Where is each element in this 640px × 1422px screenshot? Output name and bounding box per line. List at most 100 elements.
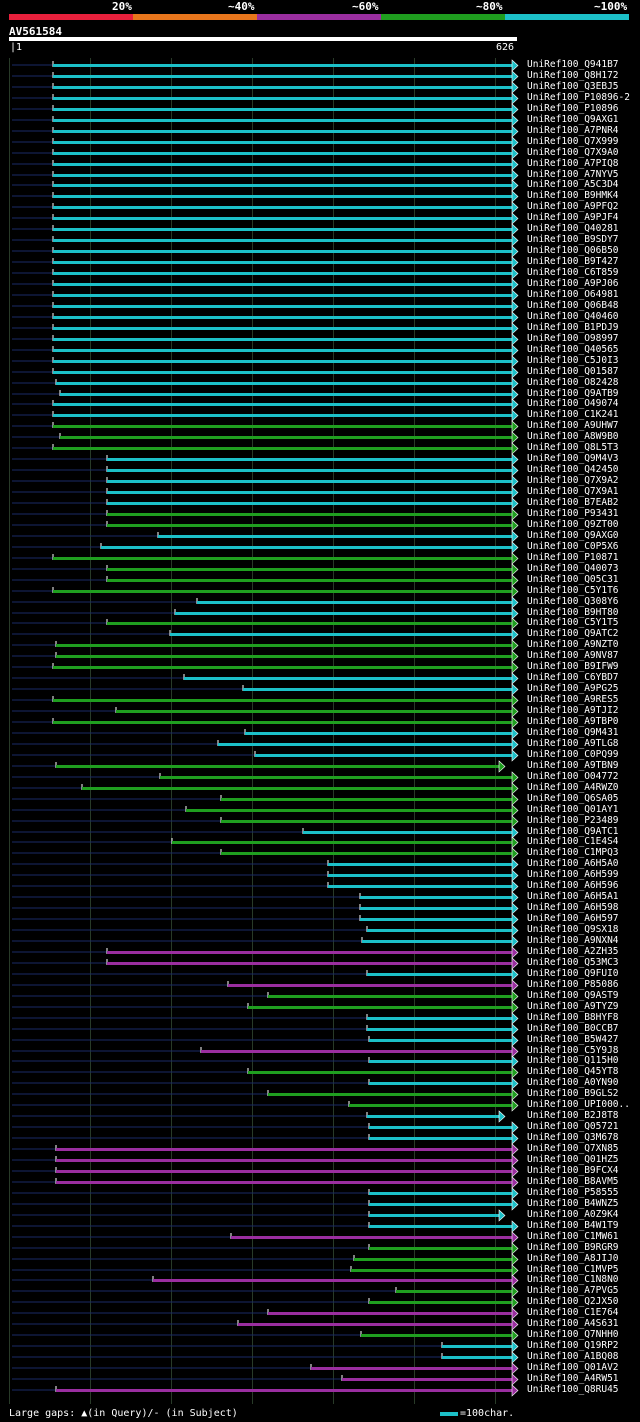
- hit-label[interactable]: UniRef100_C1MW61: [527, 1231, 619, 1242]
- hit-row[interactable]: [12, 355, 519, 368]
- hit-label[interactable]: UniRef100_B8HYF8: [527, 1012, 619, 1023]
- hit-row[interactable]: [12, 81, 519, 94]
- hit-label[interactable]: UniRef100_A9TBP0: [527, 716, 619, 727]
- hit-label[interactable]: UniRef100_P58555: [527, 1187, 619, 1198]
- hit-label[interactable]: UniRef100_Q01587: [527, 366, 619, 377]
- hit-label[interactable]: UniRef100_Q9ATC2: [527, 628, 619, 639]
- hit-label[interactable]: UniRef100_O49074: [527, 398, 619, 409]
- hit-row[interactable]: [12, 256, 519, 269]
- hit-label[interactable]: UniRef100_Q9FUI0: [527, 968, 619, 979]
- hit-label[interactable]: UniRef100_Q9AST9: [527, 990, 619, 1001]
- hit-row[interactable]: [12, 508, 519, 521]
- hit-label[interactable]: UniRef100_A9PFQ2: [527, 201, 619, 212]
- hit-label[interactable]: UniRef100_C1E4S4: [527, 836, 619, 847]
- hit-row[interactable]: [12, 158, 519, 171]
- hit-row[interactable]: [12, 968, 519, 981]
- hit-label[interactable]: UniRef100_B2J8T8: [527, 1110, 619, 1121]
- hit-label[interactable]: UniRef100_Q7X9A2: [527, 475, 619, 486]
- hit-label[interactable]: UniRef100_Q7X9A0: [527, 147, 619, 158]
- hit-row[interactable]: [12, 1384, 519, 1397]
- hit-label[interactable]: UniRef100_Q9ATB9: [527, 388, 619, 399]
- hit-label[interactable]: UniRef100_Q3EBJ5: [527, 81, 619, 92]
- hit-label[interactable]: UniRef100_C5Y1T5: [527, 617, 619, 628]
- hit-row[interactable]: [12, 519, 519, 532]
- hit-row[interactable]: [12, 114, 519, 127]
- hit-label[interactable]: UniRef100_P10871: [527, 552, 619, 563]
- hit-label[interactable]: UniRef100_Q8H172: [527, 70, 619, 81]
- hit-row[interactable]: [12, 59, 519, 72]
- hit-row[interactable]: [12, 661, 519, 674]
- hit-row[interactable]: [12, 1034, 519, 1047]
- hit-label[interactable]: UniRef100_C1E764: [527, 1307, 619, 1318]
- hit-row[interactable]: [12, 431, 519, 444]
- hit-label[interactable]: UniRef100_A7PVG5: [527, 1285, 619, 1296]
- hit-label[interactable]: UniRef100_A8JIJ0: [527, 1253, 619, 1264]
- hit-label[interactable]: UniRef100_Q9M4V3: [527, 453, 619, 464]
- hit-row[interactable]: [12, 1307, 519, 1320]
- hit-label[interactable]: UniRef100_A7PNR4: [527, 125, 619, 136]
- hit-row[interactable]: [12, 749, 519, 762]
- hit-row[interactable]: [12, 1253, 519, 1266]
- hit-label[interactable]: UniRef100_A6H598: [527, 902, 619, 913]
- hit-row[interactable]: [12, 650, 519, 663]
- hit-row[interactable]: [12, 683, 519, 696]
- hit-label[interactable]: UniRef100_Q06B48: [527, 300, 619, 311]
- hit-row[interactable]: [12, 552, 519, 565]
- hit-label[interactable]: UniRef100_Q308Y6: [527, 596, 619, 607]
- hit-row[interactable]: [12, 858, 519, 871]
- hit-label[interactable]: UniRef100_O82428: [527, 377, 619, 388]
- hit-label[interactable]: UniRef100_C0PQ99: [527, 749, 619, 760]
- hit-row[interactable]: [12, 300, 519, 313]
- hit-row[interactable]: [12, 409, 519, 422]
- hit-label[interactable]: UniRef100_B4WNZ5: [527, 1198, 619, 1209]
- hit-label[interactable]: UniRef100_B5W427: [527, 1034, 619, 1045]
- hit-label[interactable]: UniRef100_Q40565: [527, 344, 619, 355]
- hit-row[interactable]: [12, 628, 519, 641]
- hit-label[interactable]: UniRef100_Q9ZT00: [527, 519, 619, 530]
- hit-row[interactable]: [12, 607, 519, 620]
- hit-label[interactable]: UniRef100_A2ZH35: [527, 946, 619, 957]
- hit-label[interactable]: UniRef100_A9PJF4: [527, 212, 619, 223]
- hit-row[interactable]: [12, 946, 519, 959]
- hit-row[interactable]: [12, 935, 519, 948]
- hit-label[interactable]: UniRef100_Q7XN85: [527, 1143, 619, 1154]
- hit-row[interactable]: [12, 793, 519, 806]
- hit-label[interactable]: UniRef100_P10896: [527, 103, 619, 114]
- hit-label[interactable]: UniRef100_C1K241: [527, 409, 619, 420]
- hit-row[interactable]: [12, 1023, 519, 1036]
- hit-label[interactable]: UniRef100_C0P5X6: [527, 541, 619, 552]
- hit-label[interactable]: UniRef100_Q9SX18: [527, 924, 619, 935]
- hit-row[interactable]: [12, 924, 519, 937]
- hit-label[interactable]: UniRef100_Q7X9A1: [527, 486, 619, 497]
- hit-row[interactable]: [12, 1077, 519, 1090]
- hit-row[interactable]: [12, 486, 519, 499]
- hit-label[interactable]: UniRef100_B9T427: [527, 256, 619, 267]
- hit-row[interactable]: [12, 1362, 519, 1375]
- hit-row[interactable]: [12, 1012, 519, 1025]
- hit-row[interactable]: [12, 574, 519, 587]
- hit-row[interactable]: [12, 1351, 519, 1364]
- hit-label[interactable]: UniRef100_Q9AXG1: [527, 114, 619, 125]
- hit-label[interactable]: UniRef100_B9SDY7: [527, 234, 619, 245]
- hit-label[interactable]: UniRef100_A5C3D4: [527, 179, 619, 190]
- hit-label[interactable]: UniRef100_Q2JX50: [527, 1296, 619, 1307]
- hit-row[interactable]: [12, 804, 519, 817]
- hit-row[interactable]: [12, 234, 519, 247]
- hit-label[interactable]: UniRef100_Q9AXG0: [527, 530, 619, 541]
- hit-row[interactable]: [12, 1274, 519, 1287]
- hit-label[interactable]: UniRef100_B4W1T9: [527, 1220, 619, 1231]
- hit-label[interactable]: UniRef100_Q01HZ5: [527, 1154, 619, 1165]
- hit-label[interactable]: UniRef100_A8W9B0: [527, 431, 619, 442]
- hit-label[interactable]: UniRef100_O64981: [527, 289, 619, 300]
- hit-label[interactable]: UniRef100_Q40073: [527, 563, 619, 574]
- hit-label[interactable]: UniRef100_C6YBD7: [527, 672, 619, 683]
- hit-label[interactable]: UniRef100_A6H599: [527, 869, 619, 880]
- hit-row[interactable]: [12, 530, 519, 543]
- hit-row[interactable]: [12, 1198, 519, 1211]
- hit-label[interactable]: UniRef100_A1BQ08: [527, 1351, 619, 1362]
- hit-row[interactable]: [12, 990, 519, 1003]
- hit-label[interactable]: UniRef100_UPI000..: [527, 1099, 630, 1110]
- hit-row[interactable]: [12, 267, 519, 280]
- hit-label[interactable]: UniRef100_A4S631: [527, 1318, 619, 1329]
- hit-row[interactable]: [12, 201, 519, 214]
